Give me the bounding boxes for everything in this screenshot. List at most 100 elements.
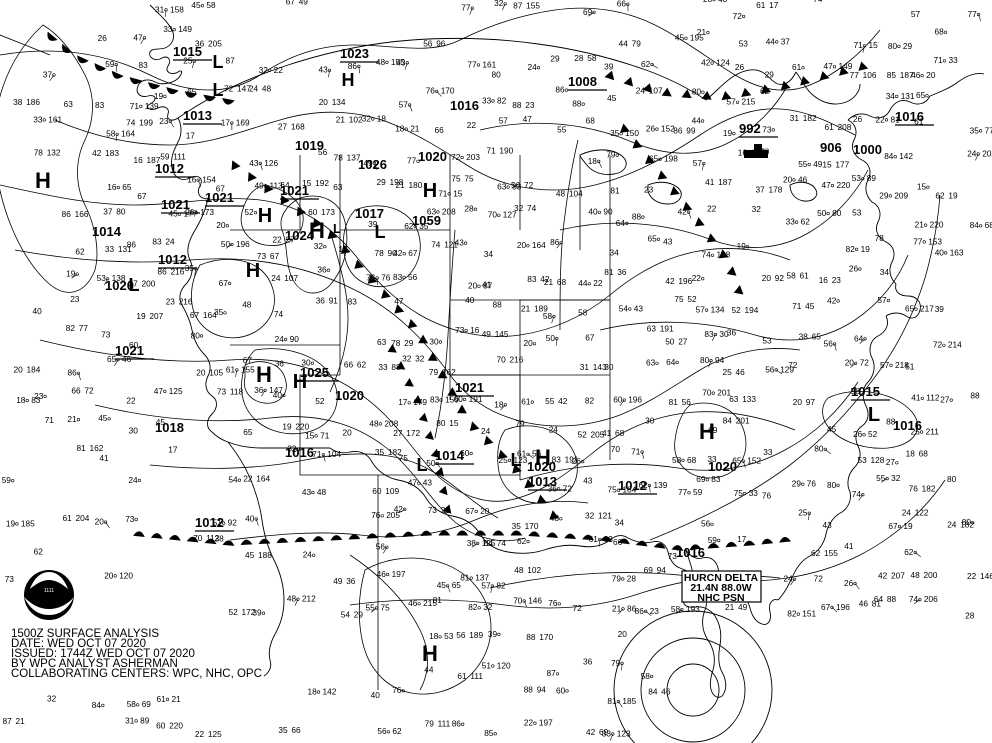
svg-text:142: 142 — [323, 686, 337, 696]
svg-text:15: 15 — [917, 182, 927, 192]
svg-text:43: 43 — [823, 520, 833, 530]
svg-text:183: 183 — [105, 148, 119, 158]
svg-text:18: 18 — [588, 156, 598, 166]
svg-text:63: 63 — [64, 99, 74, 109]
svg-text:37: 37 — [756, 185, 766, 195]
svg-text:155: 155 — [241, 364, 255, 374]
svg-text:72: 72 — [733, 11, 743, 21]
svg-text:35: 35 — [419, 221, 429, 231]
svg-text:31: 31 — [155, 4, 165, 14]
svg-text:42: 42 — [394, 504, 404, 514]
svg-text:161: 161 — [48, 114, 62, 124]
svg-text:56: 56 — [456, 630, 466, 640]
svg-text:76: 76 — [909, 484, 919, 494]
svg-text:204: 204 — [76, 513, 90, 523]
svg-text:41: 41 — [99, 453, 109, 463]
svg-text:58: 58 — [106, 129, 116, 139]
svg-text:77: 77 — [968, 9, 978, 19]
svg-text:88: 88 — [512, 100, 522, 110]
svg-text:42: 42 — [678, 207, 688, 217]
svg-text:86: 86 — [62, 209, 72, 219]
svg-text:35: 35 — [512, 521, 522, 531]
svg-text:74: 74 — [274, 309, 284, 319]
svg-text:83: 83 — [430, 394, 440, 404]
svg-text:COLLABORATING CENTERS: WPC, NH: COLLABORATING CENTERS: WPC, NHC, OPC — [11, 668, 262, 680]
svg-text:48: 48 — [911, 570, 921, 580]
svg-text:21: 21 — [396, 180, 406, 190]
svg-text:16: 16 — [470, 325, 480, 335]
svg-text:59: 59 — [708, 535, 718, 545]
svg-text:88: 88 — [391, 362, 401, 372]
svg-text:89: 89 — [867, 173, 877, 183]
svg-text:43: 43 — [423, 478, 433, 488]
svg-text:107: 107 — [284, 273, 298, 283]
svg-text:59: 59 — [693, 487, 703, 497]
svg-text:206: 206 — [924, 594, 938, 604]
svg-text:45: 45 — [191, 0, 201, 10]
svg-text:62: 62 — [75, 246, 85, 256]
svg-text:21: 21 — [521, 303, 531, 313]
svg-text:59: 59 — [105, 59, 115, 69]
svg-text:24: 24 — [902, 508, 912, 518]
svg-text:70: 70 — [513, 595, 523, 605]
svg-text:24: 24 — [528, 62, 538, 72]
svg-text:29: 29 — [377, 177, 387, 187]
svg-text:30: 30 — [604, 362, 614, 372]
svg-text:152: 152 — [747, 456, 761, 466]
svg-text:57: 57 — [877, 295, 887, 305]
svg-text:164: 164 — [256, 473, 270, 483]
svg-text:22: 22 — [467, 120, 477, 130]
svg-text:22: 22 — [126, 396, 136, 406]
svg-text:71: 71 — [438, 188, 448, 198]
svg-text:33: 33 — [482, 95, 492, 105]
svg-text:27: 27 — [278, 122, 288, 132]
svg-text:80: 80 — [116, 207, 126, 217]
svg-text:46: 46 — [122, 354, 132, 364]
svg-text:26: 26 — [853, 429, 863, 439]
svg-text:53: 53 — [852, 173, 862, 183]
svg-text:76: 76 — [548, 598, 558, 608]
svg-text:33: 33 — [33, 114, 43, 124]
svg-text:81: 81 — [460, 573, 470, 583]
svg-text:15: 15 — [869, 40, 879, 50]
svg-text:44: 44 — [424, 664, 434, 674]
svg-text:L: L — [868, 404, 880, 426]
svg-text:73: 73 — [762, 124, 772, 134]
svg-text:67: 67 — [888, 521, 898, 531]
svg-text:56: 56 — [408, 272, 418, 282]
svg-text:47: 47 — [394, 296, 404, 306]
svg-text:56: 56 — [511, 180, 521, 190]
svg-text:50: 50 — [221, 239, 231, 249]
svg-text:33: 33 — [707, 454, 717, 464]
svg-text:68: 68 — [615, 428, 625, 438]
svg-text:48: 48 — [317, 487, 327, 497]
svg-text:16: 16 — [187, 175, 197, 185]
svg-text:20: 20 — [343, 428, 353, 438]
svg-text:44: 44 — [578, 278, 588, 288]
svg-text:86: 86 — [452, 719, 462, 729]
svg-text:70: 70 — [611, 444, 621, 454]
svg-text:69: 69 — [708, 425, 718, 435]
svg-text:21: 21 — [336, 115, 346, 125]
svg-text:56: 56 — [377, 726, 387, 736]
svg-text:55: 55 — [798, 159, 808, 169]
svg-text:58: 58 — [641, 671, 651, 681]
svg-text:151: 151 — [802, 609, 816, 619]
svg-text:16: 16 — [107, 182, 117, 192]
svg-text:35: 35 — [214, 307, 224, 317]
svg-text:32: 32 — [494, 0, 504, 8]
svg-text:77: 77 — [461, 3, 471, 13]
svg-text:50: 50 — [665, 336, 675, 346]
svg-text:40: 40 — [935, 247, 945, 257]
svg-text:71: 71 — [320, 430, 330, 440]
svg-text:184: 184 — [623, 485, 637, 495]
svg-text:142: 142 — [899, 151, 913, 161]
svg-text:39: 39 — [935, 304, 945, 314]
svg-text:57: 57 — [481, 580, 491, 590]
svg-text:196: 196 — [236, 239, 250, 249]
svg-text:86: 86 — [555, 85, 565, 95]
svg-text:76: 76 — [426, 86, 436, 96]
svg-text:35: 35 — [970, 125, 980, 135]
svg-text:33: 33 — [105, 244, 115, 254]
svg-text:24: 24 — [636, 85, 646, 95]
